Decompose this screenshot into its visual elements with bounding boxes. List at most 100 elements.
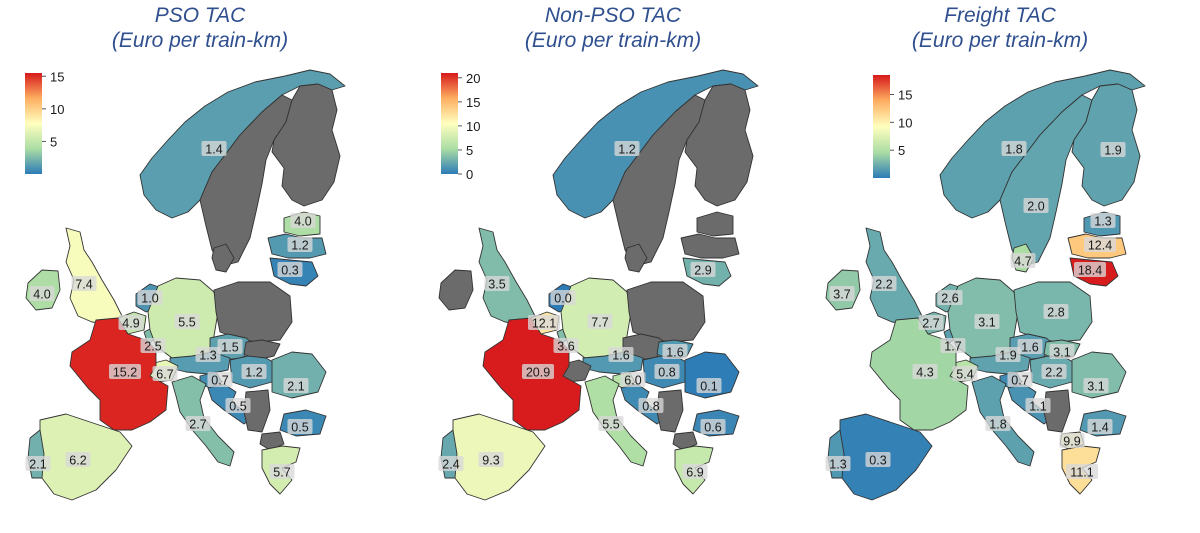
value-label-austria: 1.3 (195, 347, 221, 363)
value-label-bg (654, 364, 680, 379)
value-label-text: 5.5 (178, 316, 195, 330)
value-label-belgium: 12.1 (528, 315, 560, 331)
legend-tick-label: 10 (50, 102, 64, 117)
map-title: Freight TAC (944, 4, 1056, 27)
country-ireland (438, 269, 474, 311)
value-label-bg (65, 452, 91, 467)
value-label-estonia: 1.3 (1090, 213, 1116, 229)
freight-map-panel: Freight TAC (Euro per train-km) 5 10 15 1.8… (800, 0, 1200, 533)
value-label-bg (1023, 198, 1049, 213)
value-label-lithuania: 0.3 (277, 262, 303, 278)
value-label-bg (1049, 344, 1075, 359)
value-label-switzerland: 6.7 (152, 366, 178, 382)
value-label-bg (478, 452, 504, 467)
value-label-bg (598, 416, 624, 431)
value-label-bg (550, 290, 576, 305)
value-label-text: 20.9 (526, 366, 550, 380)
value-label-spain: 0.3 (865, 452, 891, 468)
value-label-croatia: 1.1 (1025, 398, 1051, 414)
legend-tick-label: 5 (466, 143, 473, 158)
value-label-bg (195, 347, 221, 362)
value-label-slovenia: 0.7 (1007, 372, 1033, 388)
value-label-uk: 2.2 (871, 276, 897, 292)
value-label-netherlands: 1.0 (137, 290, 163, 306)
country-poland (626, 281, 706, 343)
value-label-bg (700, 419, 726, 434)
value-label-bg (118, 315, 144, 330)
value-label-bg (438, 456, 464, 471)
value-label-bg (287, 237, 313, 252)
value-label-spain: 6.2 (65, 452, 91, 468)
value-label-text: 5.4 (956, 368, 973, 382)
value-label-bg (662, 344, 688, 359)
value-label-uk: 7.4 (71, 276, 97, 292)
value-label-sweden: 2.0 (1023, 198, 1049, 214)
value-label-text: 1.9 (999, 349, 1016, 363)
value-label-text: 1.6 (1021, 341, 1038, 355)
value-label-text: 0.8 (642, 400, 659, 414)
value-label-bulgaria: 1.4 (1087, 419, 1113, 435)
value-label-bg (587, 314, 613, 329)
value-label-text: 7.4 (75, 278, 92, 292)
value-label-text: 1.8 (1005, 143, 1022, 157)
value-label-bg (217, 339, 243, 354)
value-label-text: 2.8 (1047, 306, 1064, 320)
value-label-bg (71, 276, 97, 291)
value-label-text: 4.0 (33, 288, 50, 302)
value-label-lithuania: 2.9 (690, 262, 716, 278)
value-label-text: 1.2 (245, 366, 262, 380)
legend-color-bar (873, 75, 890, 178)
value-label-bg (287, 419, 313, 434)
value-label-text: 4.7 (1014, 255, 1031, 269)
value-label-text: 1.3 (829, 458, 846, 472)
value-label-bg (1010, 253, 1036, 268)
value-label-bg (241, 364, 267, 379)
value-label-bg (871, 276, 897, 291)
value-label-text: 1.4 (205, 143, 222, 157)
value-label-romania: 0.1 (696, 378, 722, 394)
value-label-text: 5.5 (602, 418, 619, 432)
value-label-bg (1090, 213, 1116, 228)
value-label-text: 0.3 (869, 454, 886, 468)
value-label-bulgaria: 0.5 (287, 419, 313, 435)
choropleth-map: 5 10 15 1.4 4.0 1.2 0.3 4.0 7.4 1.0 5.5 4.9 2.5 15.2 6… (25, 69, 346, 501)
value-label-text: 1.7 (944, 340, 961, 354)
country-denmark (624, 243, 648, 273)
value-label-text: 9.9 (1063, 435, 1080, 449)
value-label-denmark: 4.7 (1010, 253, 1036, 269)
country-latvia (680, 233, 740, 259)
value-label-bg (140, 338, 166, 353)
value-label-czechia: 1.6 (1017, 339, 1043, 355)
value-label-poland: 2.8 (1043, 304, 1069, 320)
value-label-bg (201, 141, 227, 156)
choropleth-map: 0 5 10 15 20 1.2 2.9 3.5 0.0 12.13.6 7.7 1.6 1.6 20.9… (438, 69, 759, 501)
value-label-romania: 2.1 (283, 378, 309, 394)
value-label-latvia: 1.2 (287, 237, 313, 253)
legend-tick-label: 10 (898, 115, 912, 130)
value-label-bg (174, 314, 200, 329)
value-label-bg (207, 372, 233, 387)
value-label-text: 5.7 (273, 466, 290, 480)
value-label-bg (528, 315, 560, 330)
legend-tick-label: 10 (466, 119, 480, 134)
value-label-bg (620, 372, 646, 387)
value-label-text: 1.5 (221, 341, 238, 355)
value-label-hungary: 1.2 (241, 364, 267, 380)
value-label-hungary: 2.2 (1041, 364, 1067, 380)
value-label-macedonia: 9.9 (1059, 433, 1085, 449)
value-label-bg (865, 452, 891, 467)
value-label-text: 2.1 (287, 380, 304, 394)
map-subtitle: (Euro per train-km) (524, 29, 702, 52)
country-slovakia (243, 339, 281, 361)
value-label-text: 0.5 (229, 400, 246, 414)
value-label-greece: 5.7 (269, 464, 295, 480)
value-label-text: 3.1 (1053, 346, 1070, 360)
value-label-text: 3.1 (1087, 380, 1104, 394)
value-label-text: 6.2 (69, 454, 86, 468)
value-label-text: 0.1 (700, 380, 717, 394)
value-label-italy: 2.7 (185, 416, 211, 432)
value-label-bg (1059, 433, 1085, 448)
legend-tick-label: 20 (466, 71, 480, 86)
value-label-text: 4.9 (122, 317, 139, 331)
value-label-bg (985, 416, 1011, 431)
